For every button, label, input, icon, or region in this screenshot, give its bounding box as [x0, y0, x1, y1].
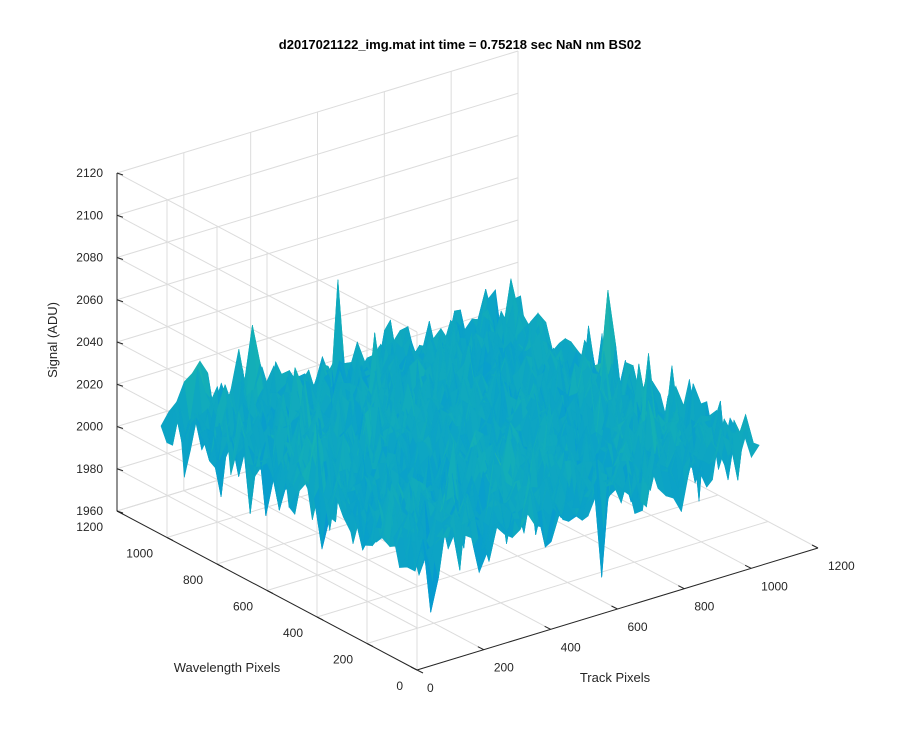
x-tick-label: 600 [628, 620, 648, 634]
grid-line [116, 219, 519, 343]
y-tick-mark [316, 616, 324, 621]
z-tick-mark [116, 341, 124, 345]
x-tick-mark [744, 564, 752, 569]
x-tick-label: 800 [694, 600, 714, 614]
x-tick-label: 1200 [828, 559, 855, 573]
y-tick-mark [166, 537, 174, 541]
grid-line [116, 172, 418, 333]
grid-line [316, 494, 719, 618]
x-tick-mark [811, 544, 819, 549]
z-tick-label: 1960 [76, 504, 103, 518]
axis-lines [116, 172, 819, 674]
surface-patch [745, 414, 760, 459]
z-tick-label: 2060 [76, 293, 103, 307]
surface-mesh [160, 278, 760, 613]
chart-title: d2017021122_img.mat int time = 0.75218 s… [279, 37, 641, 52]
grid-line [116, 177, 519, 301]
x-tick-label: 200 [494, 661, 514, 675]
x-axis-label: Track Pixels [580, 670, 651, 685]
y-tick-label: 400 [283, 626, 303, 640]
z-tick-label: 2000 [76, 420, 103, 434]
tick-labels: 0 200 400 600 800 1000 1200 0 200 400 600 800 1000 12… [76, 166, 855, 695]
z-tick-label: 2080 [76, 251, 103, 265]
grid-line [116, 468, 418, 629]
x-tick-label: 400 [561, 640, 581, 654]
y-tick-label: 800 [183, 573, 203, 587]
x-tick-mark [410, 666, 418, 671]
grid-line [116, 50, 519, 174]
y-tick-mark [266, 590, 274, 594]
y-tick-label: 0 [396, 679, 403, 693]
z-tick-mark [116, 510, 124, 514]
y-tick-label: 1200 [76, 520, 103, 534]
x-tick-label: 1000 [761, 579, 788, 593]
y-tick-label: 1000 [126, 547, 153, 561]
y-axis-label: Wavelength Pixels [174, 660, 281, 675]
z-tick-label: 2120 [76, 166, 103, 180]
grid-line [366, 521, 769, 644]
y-tick-mark [416, 669, 424, 674]
x-tick-mark [611, 605, 618, 610]
z-tick-label: 1980 [76, 462, 103, 476]
y-tick-label: 200 [333, 653, 353, 667]
y-tick-mark [366, 643, 374, 647]
z-axis-label: Signal (ADU) [45, 302, 60, 378]
grid-line [116, 92, 519, 216]
grid-line [116, 214, 418, 375]
y-tick-label: 600 [233, 600, 253, 614]
z-tick-label: 2020 [76, 377, 103, 391]
x-tick-mark [678, 585, 685, 590]
grid-line [116, 135, 519, 258]
grid-line [116, 261, 519, 385]
z-tick-label: 2040 [76, 335, 103, 349]
z-tick-mark [116, 214, 124, 218]
x-tick-label: 0 [427, 681, 434, 695]
x-tick-mark [477, 646, 485, 651]
z-tick-mark [116, 172, 124, 176]
z-tick-mark [116, 257, 124, 260]
z-tick-mark [116, 426, 124, 429]
z-tick-mark [116, 383, 124, 387]
z-tick-label: 2100 [76, 208, 103, 222]
z-tick-mark [116, 299, 124, 303]
y-tick-mark [216, 563, 224, 568]
x-tick-mark [544, 625, 551, 630]
z-tick-mark [116, 468, 124, 472]
